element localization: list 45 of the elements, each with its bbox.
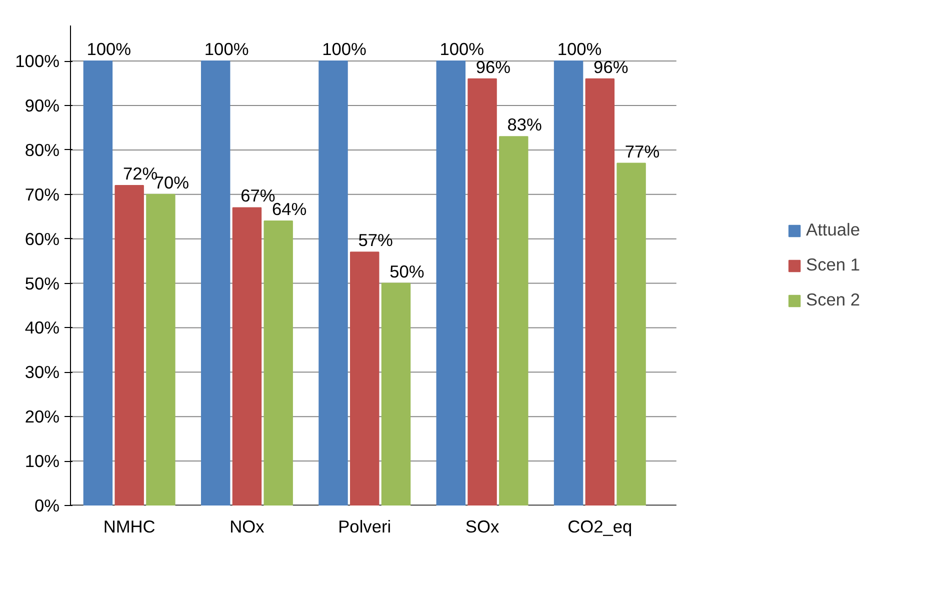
bar <box>350 252 380 506</box>
bar <box>146 194 176 506</box>
data-label: 57% <box>358 230 393 250</box>
data-label: 96% <box>594 56 628 77</box>
y-tick-label: 0% <box>34 496 60 516</box>
data-label: 83% <box>507 114 542 135</box>
y-tick-label: 10% <box>24 451 60 472</box>
data-label: 96% <box>476 56 511 77</box>
bar <box>200 60 230 506</box>
bar <box>554 60 584 506</box>
data-label: 77% <box>624 141 660 162</box>
bar <box>264 220 293 506</box>
y-tick-label: 60% <box>24 228 60 249</box>
bar <box>232 207 262 506</box>
bar <box>83 60 113 506</box>
y-tick-label: 70% <box>24 184 60 204</box>
y-tick-label: 90% <box>24 96 60 116</box>
x-tick-label: SOx <box>465 516 500 536</box>
y-tick-label: 20% <box>24 406 60 427</box>
x-tick-label: NOx <box>230 516 265 536</box>
bar <box>318 60 348 506</box>
data-label: 100% <box>440 39 484 60</box>
bar <box>381 282 411 506</box>
y-tick-label: 100% <box>15 51 60 72</box>
data-label: 100% <box>86 39 132 60</box>
y-tick-label: 30% <box>24 362 60 382</box>
bar <box>616 162 646 506</box>
bar <box>114 185 144 506</box>
legend-label: Attuale <box>806 220 860 240</box>
bar <box>436 60 466 506</box>
data-label: 50% <box>390 261 424 282</box>
x-tick-label: Polveri <box>338 516 392 536</box>
bar <box>468 78 497 506</box>
y-tick-label: 50% <box>24 273 60 294</box>
x-tick-label: NMHC <box>103 516 156 536</box>
data-label: 100% <box>322 39 366 60</box>
legend-label: Scen 2 <box>806 290 860 310</box>
bar <box>499 136 528 506</box>
bar <box>585 78 615 506</box>
y-tick-label: 80% <box>24 140 60 160</box>
data-label: 100% <box>557 39 602 60</box>
legend-label: Scen 1 <box>806 254 860 276</box>
data-label: 100% <box>204 39 249 60</box>
x-tick-label: CO2_eq <box>568 516 632 536</box>
y-tick-label: 40% <box>24 318 60 338</box>
